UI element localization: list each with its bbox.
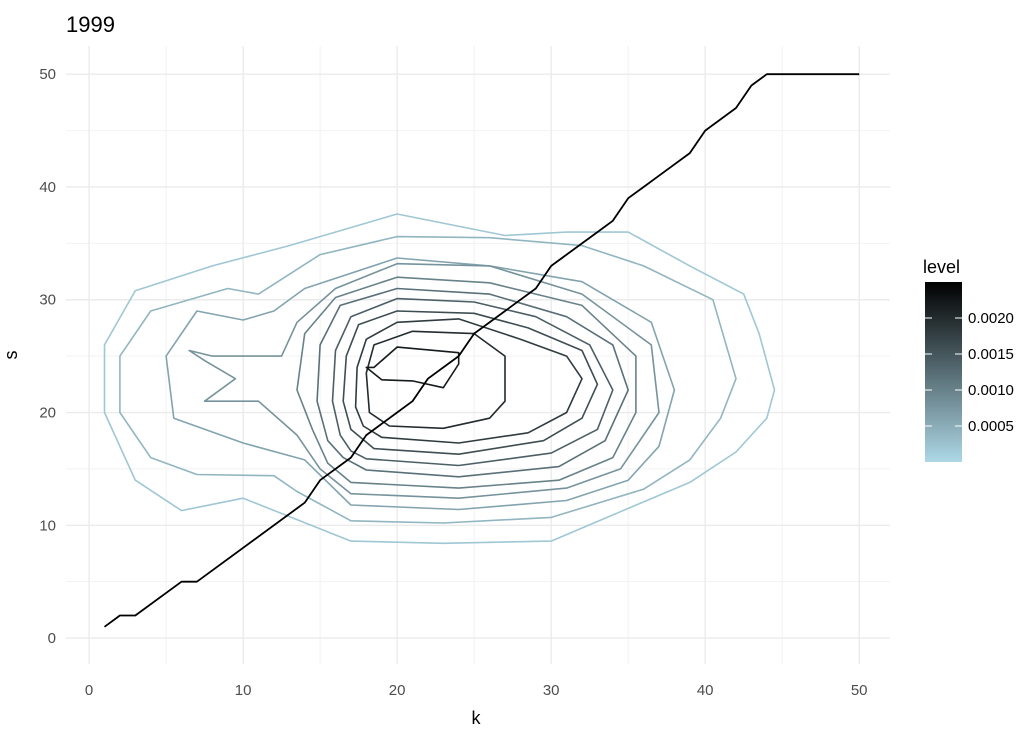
x-tick-label: 50	[851, 682, 868, 699]
y-tick-label: 0	[48, 630, 56, 647]
legend-tick-label: 0.0015	[968, 346, 1014, 363]
legend-ticks: 0.0005 0.0010 0.0015 0.0020	[925, 310, 1014, 435]
legend-title: level	[923, 257, 960, 277]
contour-line	[296, 276, 637, 489]
y-axis-ticks: 0 10 20 30 40 50	[39, 66, 56, 647]
grid	[66, 46, 890, 664]
x-axis-ticks: 0 10 20 30 40 50	[85, 682, 868, 699]
line-series	[103, 73, 860, 628]
legend-tick-label: 0.0005	[968, 418, 1014, 435]
legend: level 0.0005 0.0010 0.0015 0.0020	[923, 257, 1014, 462]
legend-tick-label: 0.0020	[968, 310, 1014, 327]
y-axis-title: s	[1, 351, 21, 360]
contour-line	[365, 346, 460, 389]
y-tick-label: 30	[39, 292, 56, 309]
x-tick-label: 20	[389, 682, 406, 699]
y-tick-label: 50	[39, 66, 56, 83]
x-axis-title: k	[472, 708, 482, 728]
contour-line	[316, 287, 630, 478]
x-tick-label: 0	[85, 682, 93, 699]
contour-lines	[103, 213, 776, 545]
series-line	[103, 73, 860, 628]
contour-line	[188, 262, 660, 500]
contour-line	[354, 318, 583, 444]
y-tick-label: 10	[39, 517, 56, 534]
y-tick-label: 20	[39, 405, 56, 422]
y-tick-label: 40	[39, 179, 56, 196]
legend-colorbar	[925, 282, 962, 462]
x-tick-label: 10	[235, 682, 252, 699]
chart-title: 1999	[66, 12, 115, 37]
contour-line	[342, 310, 599, 456]
contour-line	[103, 213, 776, 545]
x-tick-label: 30	[543, 682, 560, 699]
legend-tick-label: 0.0010	[968, 382, 1014, 399]
contour-line	[331, 297, 614, 467]
x-tick-label: 40	[697, 682, 714, 699]
contour-line	[119, 235, 737, 524]
contour-line	[165, 257, 676, 511]
